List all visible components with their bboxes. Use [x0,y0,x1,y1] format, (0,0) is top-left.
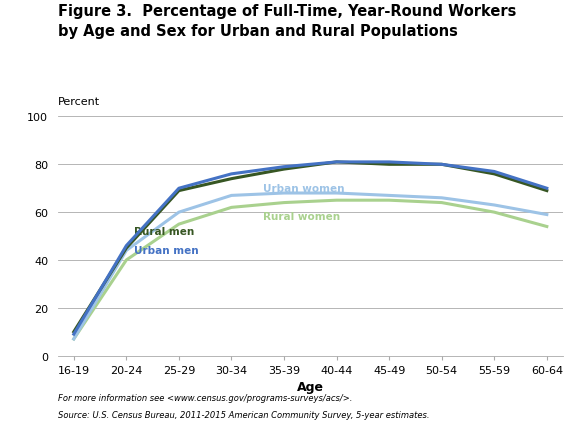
Text: Rural men: Rural men [134,226,194,236]
X-axis label: Age: Age [297,381,324,393]
Text: For more information see <www.census.gov/programs-surveys/acs/>.: For more information see <www.census.gov… [58,393,353,402]
Text: Urban women: Urban women [263,183,345,193]
Text: Figure 3.  Percentage of Full-Time, Year-Round Workers
by Age and Sex for Urban : Figure 3. Percentage of Full-Time, Year-… [58,4,516,39]
Text: Source: U.S. Census Bureau, 2011-2015 American Community Survey, 5-year estimate: Source: U.S. Census Bureau, 2011-2015 Am… [58,410,430,419]
Text: Percent: Percent [58,96,100,106]
Text: Urban men: Urban men [134,245,199,255]
Text: Rural women: Rural women [263,212,340,222]
